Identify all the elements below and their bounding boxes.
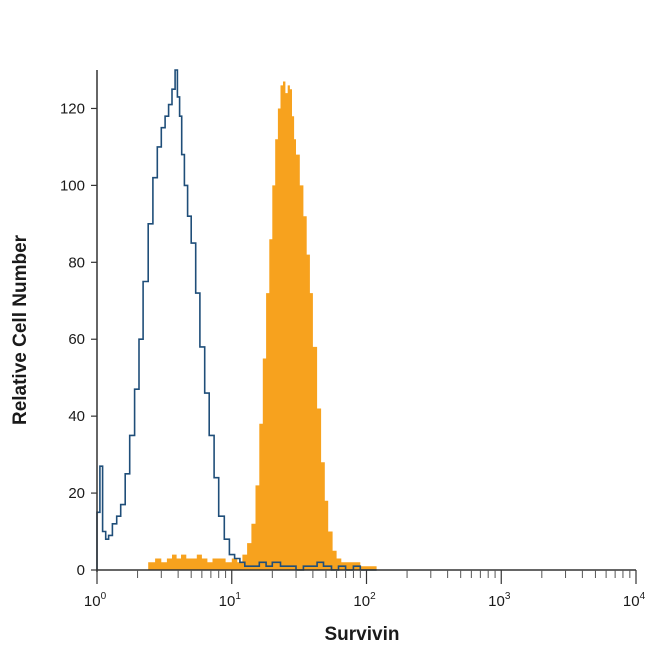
y-tick-label: 40 [68,408,85,425]
series-layer [96,69,377,571]
y-tick-label: 20 [68,485,85,502]
x-tick-label: 100 [84,591,107,610]
series-filled-histogram [148,81,377,570]
x-tick-exponent: 1 [235,591,241,602]
x-tick-base: 10 [353,593,370,610]
x-tick-exponent: 2 [370,591,376,602]
y-tick-label: 120 [60,100,85,117]
y-tick-label: 0 [77,562,85,579]
x-tick-base: 10 [623,593,640,610]
y-tick-label: 100 [60,177,85,194]
x-tick-label: 102 [353,591,376,610]
x-tick-exponent: 0 [101,591,107,602]
x-tick-base: 10 [84,593,101,610]
x-tick-exponent: 4 [640,591,646,602]
x-tick-exponent: 3 [505,591,511,602]
series-outline-histogram [96,69,377,571]
x-axis-title: Survivin [325,624,400,645]
y-tick-label: 60 [68,331,85,348]
x-tick-label: 104 [623,591,646,610]
axes-layer [96,70,636,572]
x-tick-base: 10 [219,593,236,610]
x-tick-label: 101 [219,591,242,610]
x-tick-label: 103 [488,591,511,610]
y-axis-title: Relative Cell Number [10,234,31,425]
y-tick-label: 80 [68,254,85,271]
x-tick-base: 10 [488,593,505,610]
y-ticks: 0 20 40 60 80 100 120 [60,100,97,579]
x-ticks: 100 101 102 103 104 [84,570,646,610]
